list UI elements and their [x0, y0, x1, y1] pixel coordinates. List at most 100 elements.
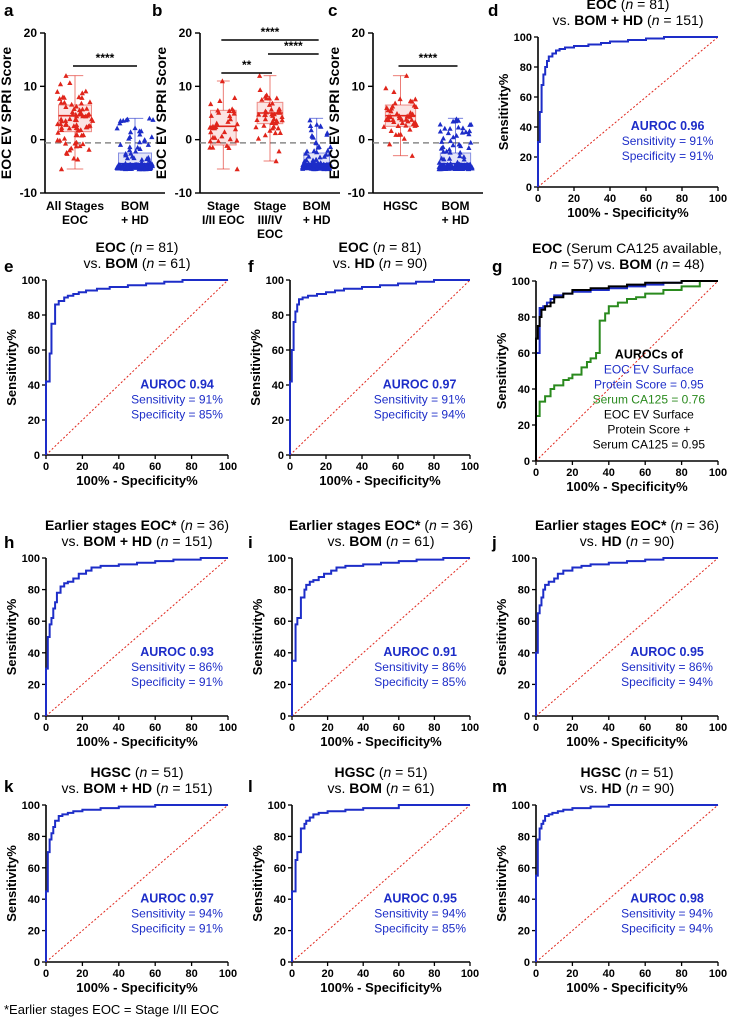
chart-title: vs. BOM (n = 61)	[327, 533, 434, 549]
title-span: vs.	[333, 255, 355, 271]
title-span: (	[617, 0, 626, 12]
data-point	[83, 88, 89, 94]
title-span: n	[550, 256, 558, 272]
auroc-label: AUROC 0.95	[630, 645, 704, 659]
category-label: EOC	[62, 213, 88, 227]
chart-title: EOC (n = 81)	[339, 239, 422, 255]
title-span: n	[630, 780, 638, 796]
data-point	[270, 118, 276, 124]
title-span: n	[652, 12, 660, 28]
x-tick-label: 40	[357, 968, 369, 980]
category-label: Stage	[254, 199, 287, 213]
title-span: HGSC	[580, 764, 620, 780]
data-point	[227, 113, 233, 119]
auroc-label: AUROC 0.97	[383, 378, 457, 392]
panel-letter: c	[328, 1, 337, 20]
x-tick-label: 0	[533, 722, 539, 734]
data-point	[254, 117, 260, 122]
data-point	[123, 152, 129, 158]
data-point	[394, 111, 400, 116]
legend-entry: Serum CA125 = 0.76	[593, 392, 706, 406]
title-span: (	[622, 533, 631, 549]
chart-title: EOC (n = 81)	[96, 239, 179, 255]
x-axis-label: 100% - Specificity%	[320, 734, 442, 749]
data-point	[277, 130, 283, 135]
title-span: = 51)	[391, 764, 427, 780]
x-tick-label: 100	[219, 722, 237, 734]
data-point	[410, 112, 416, 118]
data-point	[131, 155, 137, 161]
data-point	[73, 117, 80, 123]
data-point	[142, 165, 148, 171]
title-span: EOC	[96, 239, 126, 255]
data-point	[232, 126, 239, 132]
y-tick-label: 100	[512, 553, 530, 565]
title-span: HD	[601, 533, 621, 549]
data-point	[454, 159, 461, 165]
x-tick-label: 40	[113, 461, 125, 473]
title-span: = 36)	[193, 517, 229, 533]
title-span: HD	[354, 255, 374, 271]
data-point	[457, 161, 463, 167]
data-point	[73, 113, 80, 119]
x-tick-label: 80	[676, 193, 688, 205]
panel-c: c -10 0 10 20 EOC EV SPRI Score **** HGSC BOM+ H…	[326, 1, 483, 227]
x-tick-label: 20	[321, 722, 333, 734]
metric-label: Sensitivity = 91%	[374, 393, 466, 407]
x-tick-label: 40	[113, 968, 125, 980]
data-point	[231, 110, 237, 116]
y-tick-label: 60	[272, 345, 284, 357]
x-axis-label: 100% - Specificity%	[320, 980, 442, 995]
data-point	[137, 131, 143, 137]
data-point	[387, 141, 393, 147]
x-axis-label: 100% - Specificity%	[76, 980, 198, 995]
data-point	[460, 125, 466, 131]
title-span: HGSC	[90, 764, 130, 780]
data-point	[69, 101, 75, 107]
title-span: (Serum CA125 available,	[562, 240, 722, 256]
data-point	[214, 120, 220, 126]
data-point	[262, 112, 268, 118]
data-point	[63, 104, 69, 109]
y-tick-label: 20	[28, 926, 40, 938]
data-point	[307, 117, 313, 123]
title-span: = 90)	[638, 780, 674, 796]
data-point	[86, 111, 92, 117]
metric-label: Sensitivity = 86%	[131, 660, 223, 674]
data-point	[63, 73, 69, 78]
category-label: BOM	[121, 199, 149, 213]
data-point	[311, 148, 317, 153]
metric-label: Sensitivity = 86%	[374, 660, 466, 674]
data-point	[219, 133, 225, 139]
title-span: = 36)	[683, 517, 719, 533]
title-span: EOC	[339, 239, 369, 255]
y-tick-label: 100	[266, 275, 284, 287]
data-point	[300, 166, 306, 171]
data-point	[315, 144, 321, 150]
title-span: n	[185, 517, 193, 533]
title-span: = 36)	[437, 517, 473, 533]
title-span: BOM	[349, 780, 382, 796]
category-label: + HD	[442, 213, 470, 227]
data-point	[381, 124, 387, 129]
metric-label: Specificity = 91%	[131, 921, 223, 935]
data-point	[80, 132, 87, 138]
data-point	[83, 124, 89, 130]
x-tick-label: 80	[675, 968, 687, 980]
y-tick-label: 40	[28, 648, 40, 660]
data-point	[311, 162, 318, 168]
data-point	[149, 134, 155, 140]
data-point	[262, 116, 269, 122]
data-point	[114, 125, 120, 131]
y-tick-label: 0	[30, 133, 37, 147]
title-span: n	[630, 533, 638, 549]
data-point	[139, 156, 145, 162]
data-point	[127, 144, 133, 150]
data-point	[142, 137, 148, 142]
x-tick-label: 40	[603, 722, 615, 734]
data-point	[71, 155, 77, 161]
auroc-label: AUROC 0.98	[630, 891, 704, 905]
x-axis-label: 100% - Specificity%	[566, 734, 688, 749]
